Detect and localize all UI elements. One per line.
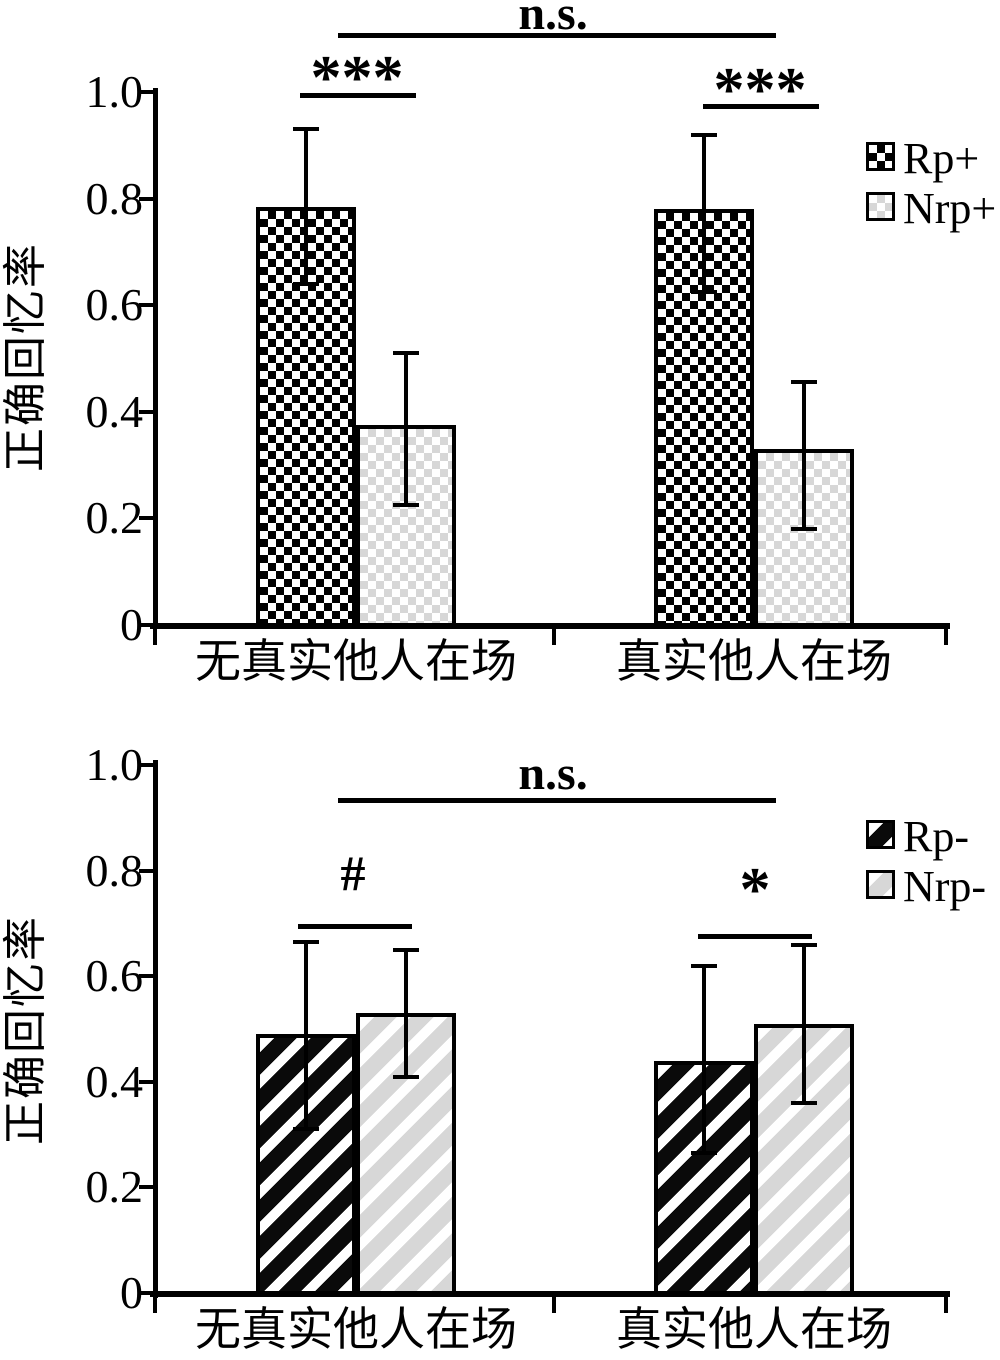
- legend-label-rp+: Rp+: [903, 134, 980, 183]
- error-bar-cap-bottom: [691, 1151, 717, 1155]
- y-tick-label: 1.0: [85, 66, 144, 117]
- x-axis: [150, 623, 950, 629]
- error-bar-line: [404, 353, 408, 505]
- y-tick: [139, 1080, 153, 1084]
- legend-label-nrp+: Nrp+: [903, 184, 997, 233]
- x-category-label: 真实他人在场: [616, 1304, 892, 1355]
- ns-label: n.s.: [518, 0, 588, 40]
- sig-marker-group2: *: [739, 856, 771, 924]
- error-bar-cap-top: [293, 127, 319, 131]
- error-bar-cap-bottom: [293, 1127, 319, 1131]
- error-bar-cap-top: [293, 940, 319, 944]
- error-bar-line: [802, 945, 806, 1103]
- legend-label-nrp-: Nrp-: [903, 862, 987, 911]
- error-bar-cap-top: [791, 943, 817, 947]
- legend-label-rp-: Rp-: [903, 812, 969, 861]
- ns-label: n.s.: [518, 747, 588, 800]
- y-tick-label: 0: [120, 1267, 143, 1318]
- x-category-label: 真实他人在场: [616, 636, 892, 687]
- y-tick: [139, 1291, 153, 1295]
- y-tick: [139, 197, 153, 201]
- y-tick-label: 0: [120, 599, 143, 650]
- legend-swatch-rp+: [866, 142, 895, 171]
- error-bar-line: [702, 966, 706, 1153]
- legend-swatch-rp-: [866, 820, 895, 849]
- error-bar-line: [802, 382, 806, 529]
- error-bar-line: [404, 950, 408, 1077]
- y-tick: [139, 763, 153, 767]
- sig-marker-group2: ***: [713, 56, 807, 124]
- sig-line-group1: [300, 93, 416, 98]
- y-tick-label: 1.0: [85, 739, 144, 790]
- error-bar-line: [304, 129, 308, 284]
- x-divider-tick: [944, 1297, 948, 1313]
- error-bar-cap-bottom: [691, 290, 717, 294]
- error-bar-cap-top: [791, 380, 817, 384]
- error-bar-cap-bottom: [393, 1075, 419, 1079]
- x-divider-tick: [552, 1297, 556, 1313]
- error-bar-line: [304, 942, 308, 1129]
- error-bar-cap-top: [691, 133, 717, 137]
- sig-line-group2: [703, 104, 819, 109]
- x-divider-tick: [153, 629, 157, 645]
- y-tick-label: 0.8: [85, 845, 144, 896]
- x-divider-tick: [153, 1297, 157, 1313]
- y-tick-label: 0.2: [85, 492, 144, 543]
- y-tick-label: 0.2: [85, 1161, 144, 1212]
- legend-swatch-nrp-: [866, 870, 895, 899]
- error-bar-line: [702, 135, 706, 292]
- x-axis: [150, 1291, 950, 1297]
- bar-nrpminus-group2: [754, 1024, 854, 1295]
- legend-swatch-nrp+: [866, 192, 895, 221]
- y-tick: [139, 303, 153, 307]
- y-tick: [139, 1185, 153, 1189]
- x-divider-tick: [552, 629, 556, 645]
- x-category-label: 无真实他人在场: [195, 1304, 517, 1355]
- sig-marker-group1: ***: [310, 44, 404, 112]
- y-tick-label: 0.8: [85, 173, 144, 224]
- error-bar-cap-bottom: [293, 282, 319, 286]
- sig-line-group1: [298, 924, 412, 929]
- y-tick: [139, 90, 153, 94]
- x-category-label: 无真实他人在场: [195, 636, 517, 687]
- y-axis-title: 正确回忆率: [1, 915, 50, 1145]
- error-bar-cap-top: [691, 964, 717, 968]
- y-tick: [139, 974, 153, 978]
- sig-line-group2: [698, 934, 812, 939]
- y-tick: [139, 410, 153, 414]
- error-bar-cap-bottom: [791, 527, 817, 531]
- error-bar-cap-bottom: [393, 503, 419, 507]
- y-axis: [153, 760, 158, 1298]
- y-tick: [139, 869, 153, 873]
- error-bar-cap-top: [393, 351, 419, 355]
- y-tick-label: 0.6: [85, 950, 144, 1001]
- y-tick-label: 0.6: [85, 279, 144, 330]
- y-tick-label: 0.4: [85, 386, 144, 437]
- error-bar-cap-bottom: [791, 1101, 817, 1105]
- y-axis: [153, 88, 158, 628]
- x-divider-tick: [944, 629, 948, 645]
- error-bar-cap-top: [393, 948, 419, 952]
- y-tick-label: 0.4: [85, 1056, 144, 1107]
- sig-marker-group1: #: [340, 845, 366, 901]
- y-tick: [139, 623, 153, 627]
- ns-line: [338, 798, 776, 803]
- ns-line: [338, 33, 776, 38]
- y-tick: [139, 516, 153, 520]
